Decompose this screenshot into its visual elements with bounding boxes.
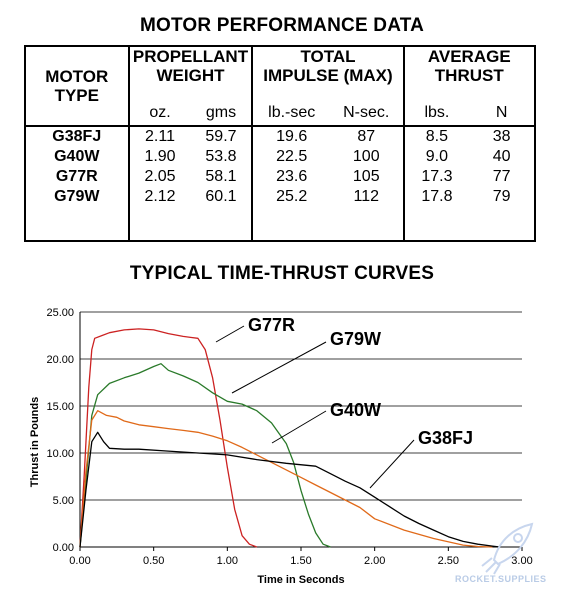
table-cell: 59.7 — [205, 127, 237, 145]
performance-table: MOTOR TYPE PROPELLANT WEIGHT TOTAL IMPUL… — [24, 45, 536, 242]
n-values: 38 40 77 79 — [469, 126, 535, 241]
unit-gms: gms — [190, 100, 253, 127]
series-line-g79w — [79, 363, 331, 548]
table-cell: 38 — [492, 127, 511, 145]
leader-line-g38fj — [369, 439, 415, 489]
table-cell: 53.8 — [205, 147, 237, 165]
table-cell: 77 — [492, 167, 511, 185]
x-axis-label: Time in Seconds — [257, 574, 344, 586]
total-impulse-header: TOTAL IMPULSE (MAX) — [251, 46, 404, 101]
time-thrust-chart: 0.00 5.00 10.00 15.00 20.00 25.00 0.00 0.50 1.0… — [29, 307, 533, 586]
table-cell: 22.5 — [276, 147, 308, 165]
y-tick-label: 15.00 — [46, 401, 74, 413]
motor-type-header: MOTOR TYPE — [25, 46, 129, 127]
series-line-g40w — [79, 410, 493, 548]
table-cell: 87 — [357, 127, 376, 145]
x-tick-label: 1.00 — [217, 555, 238, 567]
x-tick-label: 2.50 — [438, 555, 459, 567]
x-tick-label: 0.50 — [143, 555, 164, 567]
series-labels: G77R G79W G40W G38FJ — [215, 315, 473, 489]
y-tick-labels: 0.00 5.00 10.00 15.00 20.00 25.00 — [46, 307, 74, 554]
x-tick-label: 0.00 — [69, 555, 90, 567]
average-thrust-header: AVERAGE THRUST — [402, 46, 535, 101]
series-label-g79w: G79W — [330, 329, 381, 349]
y-tick-label: 0.00 — [53, 542, 74, 554]
table-cell: 105 — [352, 167, 380, 185]
y-tick-label: 25.00 — [46, 307, 74, 319]
table-cell: 17.3 — [421, 167, 453, 185]
nsec-values: 87 100 105 112 — [330, 126, 404, 241]
table-cell: 58.1 — [205, 167, 237, 185]
chart-title: TYPICAL TIME-THRUST CURVES — [129, 263, 435, 284]
unit-lbsec: lb.-sec — [251, 100, 330, 127]
table-cell: 100 — [352, 147, 380, 165]
series-label-g77r: G77R — [248, 315, 295, 335]
rocket-watermark-icon — [481, 522, 534, 575]
series-line-g38fj — [79, 431, 500, 548]
grid-lines — [80, 311, 522, 501]
leader-line-g40w — [271, 410, 327, 444]
y-tick-label: 10.00 — [46, 448, 74, 460]
x-tick-label: 1.50 — [290, 555, 311, 567]
unit-lbs: lbs. — [402, 100, 470, 127]
table-data-rows: G38FJ G40W G77R G79W 2.11 1.90 2.05 2.12… — [25, 125, 535, 241]
series-label-g40w: G40W — [330, 400, 381, 420]
unit-n: N — [469, 100, 535, 127]
motor-names-cell: G38FJ G40W G77R G79W — [25, 126, 129, 241]
series-lines — [79, 328, 500, 548]
x-tick-label: 3.00 — [511, 555, 532, 567]
table-cell: 1.90 — [144, 147, 176, 165]
motor-name: G79W — [54, 187, 100, 205]
table-cell: 60.1 — [205, 187, 237, 205]
x-tick-label: 2.00 — [364, 555, 385, 567]
leader-line-g79w — [231, 341, 327, 394]
table-cell: 19.6 — [276, 127, 308, 145]
table-cell: 23.6 — [276, 167, 308, 185]
motor-name: G38FJ — [52, 127, 102, 145]
lbsec-values: 19.6 22.5 23.6 25.2 — [251, 125, 330, 241]
axes — [79, 312, 523, 551]
table-cell: 9.0 — [425, 147, 449, 165]
table-cell: 17.8 — [421, 187, 453, 205]
table-cell: 8.5 — [425, 127, 449, 145]
propellant-weight-header: PROPELLANT WEIGHT — [127, 46, 253, 101]
watermark-text: ROCKET.SUPPLIES — [455, 574, 547, 584]
oz-values: 2.11 1.90 2.05 2.12 — [127, 125, 191, 241]
motor-name: G40W — [54, 147, 100, 165]
table-cell: 2.12 — [144, 187, 176, 205]
table-cell: 2.11 — [145, 127, 175, 145]
table-title: MOTOR PERFORMANCE DATA — [139, 15, 425, 36]
table-cell: 40 — [492, 147, 511, 165]
table-cell: 79 — [492, 187, 511, 205]
y-tick-label: 20.00 — [46, 354, 74, 366]
gms-values: 59.7 53.8 58.1 60.1 — [190, 126, 252, 241]
motor-name: G77R — [55, 167, 98, 185]
x-tick-labels: 0.00 0.50 1.00 1.50 2.00 2.50 3.00 — [69, 555, 532, 567]
unit-nsec: N-sec. — [329, 100, 404, 127]
y-tick-label: 5.00 — [53, 495, 74, 507]
table-cell: 25.2 — [276, 187, 308, 205]
unit-oz: oz. — [127, 100, 191, 127]
table-cell: 2.05 — [144, 167, 176, 185]
series-label-g38fj: G38FJ — [418, 428, 473, 448]
lbs-values: 8.5 9.0 17.3 17.8 — [402, 125, 470, 241]
table-cell: 112 — [353, 187, 379, 205]
series-line-g77r — [79, 328, 258, 548]
leader-line-g77r — [215, 325, 245, 343]
y-axis-label: Thrust in Pounds — [29, 397, 41, 487]
